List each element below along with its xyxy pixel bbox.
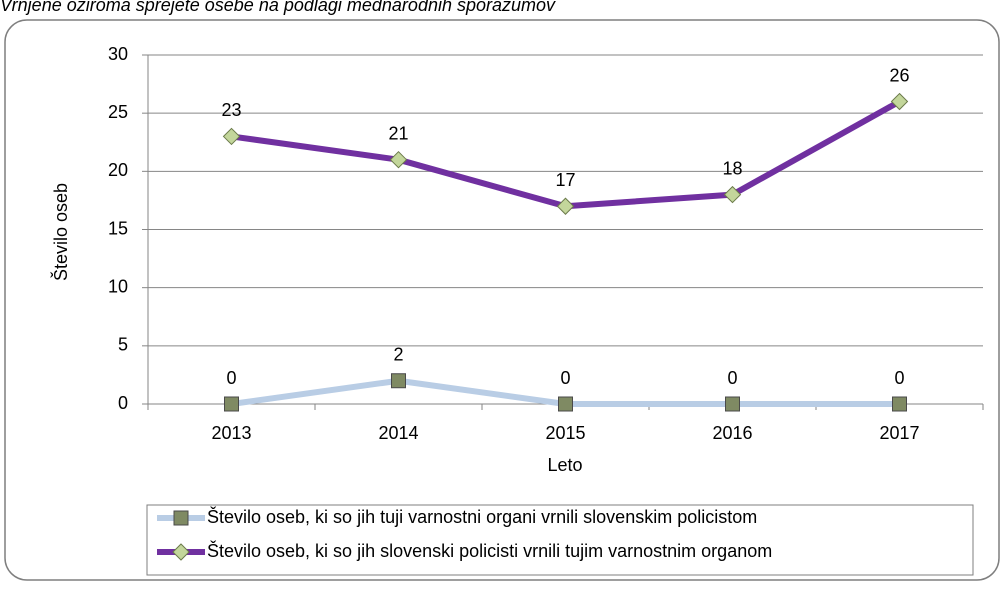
data-label: 21 (388, 123, 408, 143)
legend-label: Število oseb, ki so jih slovenski polici… (207, 540, 772, 561)
series-line (231, 98, 901, 210)
y-tick-label: 20 (108, 160, 128, 180)
y-tick-label: 5 (118, 335, 128, 355)
x-tick-label: 2016 (712, 423, 752, 443)
data-label: 0 (226, 368, 236, 388)
marker (172, 543, 190, 561)
chart-frame (4, 19, 1000, 581)
y-tick-label: 25 (108, 102, 128, 122)
x-tick-label: 2017 (879, 423, 919, 443)
x-axis-label: Leto (547, 455, 582, 475)
data-label: 0 (560, 368, 570, 388)
marker (892, 396, 907, 412)
marker (723, 185, 742, 204)
x-tick-label: 2015 (545, 423, 585, 443)
chart-title: Vrnjene oziroma sprejete osebe na podlag… (0, 0, 556, 15)
y-tick-label: 30 (108, 44, 128, 64)
legend-label: Število oseb, ki so jih tuji varnostni o… (207, 506, 757, 527)
marker (890, 92, 909, 111)
marker (556, 197, 575, 215)
data-label: 0 (894, 368, 904, 388)
marker (725, 396, 740, 412)
y-tick-label: 10 (108, 276, 128, 296)
y-tick-label: 0 (118, 393, 128, 413)
x-tick-label: 2013 (211, 423, 251, 443)
y-axis-label: Število oseb (50, 183, 71, 281)
data-label: 2 (393, 344, 403, 364)
marker (224, 396, 239, 412)
x-tick-label: 2014 (378, 423, 418, 443)
legend-box (146, 504, 974, 576)
data-label: 23 (221, 100, 241, 120)
marker (173, 510, 189, 526)
marker (391, 373, 406, 389)
y-tick-label: 15 (108, 218, 128, 238)
data-label: 18 (722, 158, 742, 178)
marker (389, 150, 408, 169)
marker (558, 396, 573, 412)
data-label: 17 (555, 170, 575, 190)
data-label: 0 (727, 368, 737, 388)
marker (222, 127, 241, 146)
data-label: 26 (889, 65, 909, 85)
